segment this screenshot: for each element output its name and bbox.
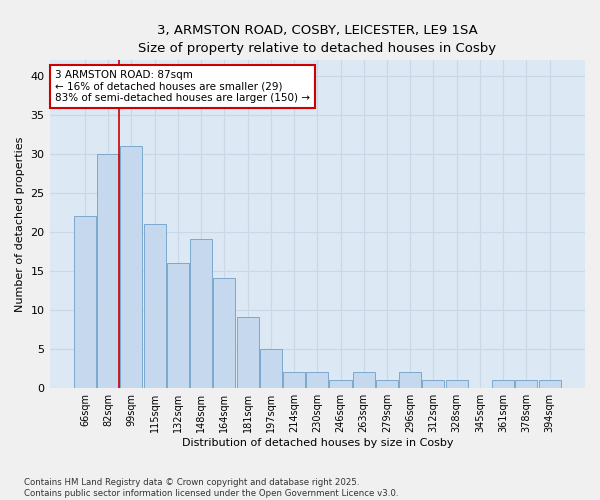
Bar xyxy=(213,278,235,388)
Text: 3 ARMSTON ROAD: 87sqm
← 16% of detached houses are smaller (29)
83% of semi-deta: 3 ARMSTON ROAD: 87sqm ← 16% of detached … xyxy=(55,70,310,103)
Text: Contains HM Land Registry data © Crown copyright and database right 2025.
Contai: Contains HM Land Registry data © Crown c… xyxy=(24,478,398,498)
Bar xyxy=(167,263,189,388)
Bar xyxy=(306,372,328,388)
Y-axis label: Number of detached properties: Number of detached properties xyxy=(15,136,25,312)
Bar xyxy=(190,240,212,388)
Bar xyxy=(399,372,421,388)
Bar xyxy=(515,380,538,388)
Bar xyxy=(446,380,468,388)
Bar xyxy=(121,146,142,388)
Bar xyxy=(376,380,398,388)
Bar xyxy=(539,380,560,388)
Bar xyxy=(283,372,305,388)
Bar xyxy=(143,224,166,388)
Bar xyxy=(97,154,119,388)
Bar xyxy=(329,380,352,388)
X-axis label: Distribution of detached houses by size in Cosby: Distribution of detached houses by size … xyxy=(182,438,453,448)
Bar xyxy=(260,348,282,388)
Bar xyxy=(492,380,514,388)
Bar xyxy=(422,380,445,388)
Bar xyxy=(74,216,96,388)
Bar xyxy=(353,372,375,388)
Title: 3, ARMSTON ROAD, COSBY, LEICESTER, LE9 1SA
Size of property relative to detached: 3, ARMSTON ROAD, COSBY, LEICESTER, LE9 1… xyxy=(138,24,496,54)
Bar xyxy=(236,318,259,388)
